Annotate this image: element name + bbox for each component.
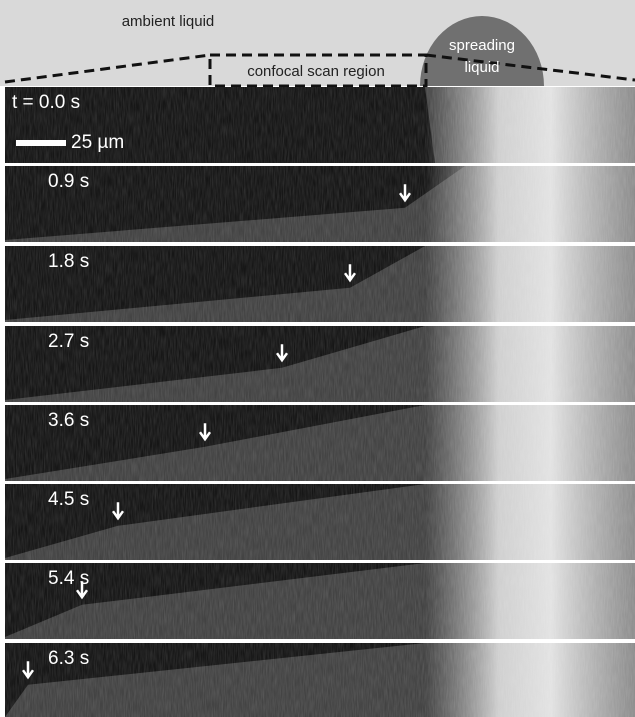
texture [5,326,635,402]
image-panel: 2.7 s [5,326,635,402]
time-label: 3.6 s [48,410,89,431]
time-label: 6.3 s [48,648,89,669]
time-label: 2.7 s [48,331,89,352]
panels: t = 0.0 s 0.9 s 1.8 s 2.7 s 3.6 s 4.5 s 5.4 s 6… [5,87,635,717]
time-label: 0.9 s [48,171,89,192]
texture [5,246,635,322]
image-panel: 5.4 s [5,563,635,639]
scale-label: 25 µm [71,132,124,153]
image-panel: 3.6 s [5,405,635,481]
texture [5,484,635,560]
time-label: 5.4 s [48,568,89,589]
spreading-label: liquid [464,59,499,76]
time-label: 4.5 s [48,489,89,510]
figure: ambient liquid confocal scan region spre… [0,0,635,717]
texture [5,563,635,639]
image-panel: 0.9 s [5,166,635,242]
texture [5,405,635,481]
ambient-label: ambient liquid [122,13,215,30]
texture [5,643,635,717]
time-label: 1.8 s [48,251,89,272]
time-label: t = 0.0 s [12,92,80,113]
image-panel: 1.8 s [5,246,635,322]
image-panel: 4.5 s [5,484,635,560]
texture [5,166,635,242]
spreading-label: spreading [449,37,515,54]
image-panel: 6.3 s [5,643,635,717]
scan-label: confocal scan region [247,63,385,80]
scale-bar [16,140,66,146]
